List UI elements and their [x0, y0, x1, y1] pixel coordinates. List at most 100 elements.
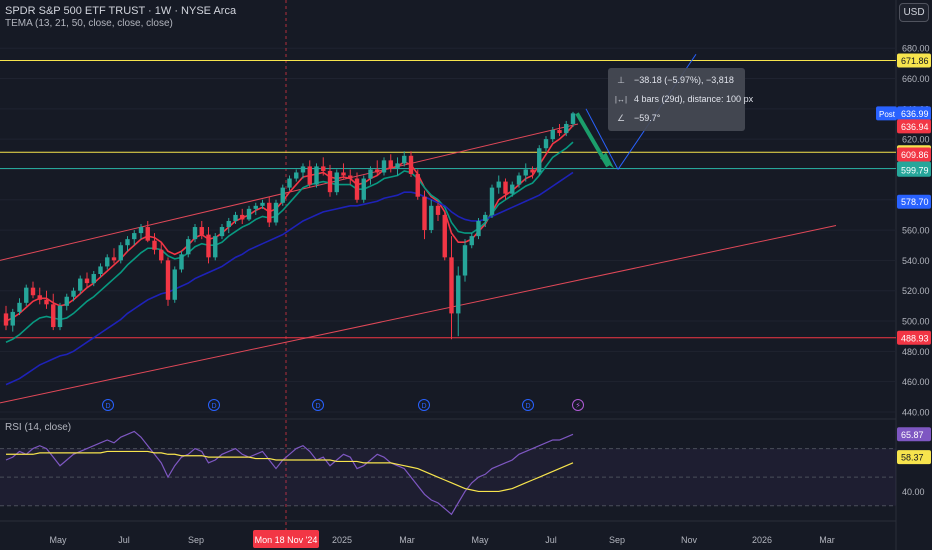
candle-body[interactable]	[415, 173, 420, 197]
dividend-marker[interactable]	[418, 399, 430, 411]
candle-body[interactable]	[226, 220, 231, 228]
candle-body[interactable]	[476, 220, 481, 237]
dividend-marker[interactable]	[208, 399, 220, 411]
candle-body[interactable]	[206, 234, 211, 258]
candle-body[interactable]	[510, 184, 515, 194]
candle-body[interactable]	[98, 266, 103, 275]
candle-body[interactable]	[159, 249, 164, 261]
candle-body[interactable]	[483, 214, 488, 221]
candle-body[interactable]	[341, 172, 346, 176]
indicator-legend[interactable]: TEMA (13, 21, 50, close, close, close)	[5, 18, 173, 29]
candle-body[interactable]	[516, 175, 522, 185]
candle-body[interactable]	[469, 236, 474, 246]
candle-body[interactable]	[30, 287, 36, 296]
candle-body[interactable]	[395, 163, 400, 168]
candle-body[interactable]	[462, 245, 468, 276]
candle-body[interactable]	[388, 160, 393, 168]
candle-body[interactable]	[253, 205, 258, 209]
candle-body[interactable]	[449, 257, 454, 314]
candle-body[interactable]	[219, 227, 225, 237]
candle-body[interactable]	[260, 202, 265, 206]
candle-body[interactable]	[314, 166, 319, 185]
candle-body[interactable]	[334, 172, 339, 193]
rsi-line[interactable]	[5, 430, 574, 516]
candle-body[interactable]	[273, 202, 279, 223]
candle-body[interactable]	[348, 175, 353, 179]
candle-body[interactable]	[402, 155, 407, 164]
candle-body[interactable]	[321, 166, 326, 171]
candle-body[interactable]	[125, 239, 130, 246]
candle-body[interactable]	[489, 187, 495, 215]
candle-body[interactable]	[71, 290, 76, 297]
candle-body[interactable]	[530, 169, 535, 173]
candle-body[interactable]	[51, 304, 56, 328]
candle-body[interactable]	[199, 227, 204, 235]
candle-body[interactable]	[327, 170, 333, 193]
candle-body[interactable]	[84, 278, 90, 284]
candle-body[interactable]	[557, 130, 562, 134]
candle-body[interactable]	[186, 239, 191, 255]
candle-body[interactable]	[429, 205, 434, 231]
candle-body[interactable]	[564, 123, 569, 134]
candle-body[interactable]	[233, 214, 238, 221]
currency-button[interactable]: USD	[899, 3, 929, 22]
candle-body[interactable]	[435, 205, 441, 215]
candle-body[interactable]	[240, 214, 245, 220]
candle-body[interactable]	[523, 169, 528, 176]
rsi-ma-line[interactable]	[6, 450, 574, 493]
candle-body[interactable]	[17, 302, 22, 312]
candle-body[interactable]	[172, 269, 177, 300]
candle-body[interactable]	[192, 227, 198, 240]
candle-body[interactable]	[381, 160, 387, 173]
candle-body[interactable]	[550, 130, 555, 140]
candle-body[interactable]	[354, 178, 360, 200]
candle-body[interactable]	[246, 208, 252, 220]
candle-body[interactable]	[287, 178, 292, 188]
earnings-marker[interactable]	[572, 399, 584, 411]
candle-body[interactable]	[361, 178, 366, 200]
dividend-marker[interactable]	[312, 399, 324, 411]
candle-body[interactable]	[307, 166, 312, 185]
candle-body[interactable]	[496, 181, 501, 188]
candle-body[interactable]	[44, 299, 49, 305]
candle-body[interactable]	[145, 227, 150, 241]
candle-body[interactable]	[105, 257, 110, 267]
tema-line-tema-50[interactable]	[5, 171, 574, 386]
candle-body[interactable]	[280, 187, 285, 203]
candle-body[interactable]	[537, 148, 542, 173]
candle-body[interactable]	[300, 166, 306, 173]
candle-body[interactable]	[422, 196, 427, 231]
dividend-marker[interactable]	[522, 399, 534, 411]
candle-body[interactable]	[570, 113, 576, 124]
candle-body[interactable]	[368, 169, 373, 179]
candle-body[interactable]	[442, 214, 447, 258]
dividend-marker[interactable]	[102, 399, 114, 411]
rsi-legend[interactable]: RSI (14, close)	[5, 422, 72, 433]
candle-body[interactable]	[165, 260, 171, 300]
candle-body[interactable]	[91, 274, 96, 284]
candle-body[interactable]	[375, 169, 380, 173]
tema-line-tema-13[interactable]	[5, 124, 574, 322]
candle-body[interactable]	[138, 227, 144, 234]
candle-body[interactable]	[10, 311, 15, 326]
candle-body[interactable]	[3, 313, 9, 326]
measure-line[interactable]	[585, 108, 619, 170]
candle-body[interactable]	[179, 254, 184, 270]
candle-body[interactable]	[294, 172, 299, 179]
candle-body[interactable]	[503, 181, 508, 194]
candle-body[interactable]	[24, 287, 29, 303]
tema-line-tema-21[interactable]	[5, 141, 574, 343]
candle-body[interactable]	[543, 139, 549, 149]
candle-body[interactable]	[37, 295, 42, 300]
candle-body[interactable]	[118, 245, 123, 261]
candle-body[interactable]	[408, 155, 414, 174]
candle-body[interactable]	[78, 278, 83, 291]
candle-body[interactable]	[111, 257, 117, 261]
candle-body[interactable]	[64, 296, 69, 306]
candle-body[interactable]	[152, 240, 157, 250]
candle-body[interactable]	[213, 236, 218, 258]
candle-body[interactable]	[267, 202, 272, 223]
candle-body[interactable]	[456, 275, 461, 314]
candle-body[interactable]	[132, 233, 137, 240]
